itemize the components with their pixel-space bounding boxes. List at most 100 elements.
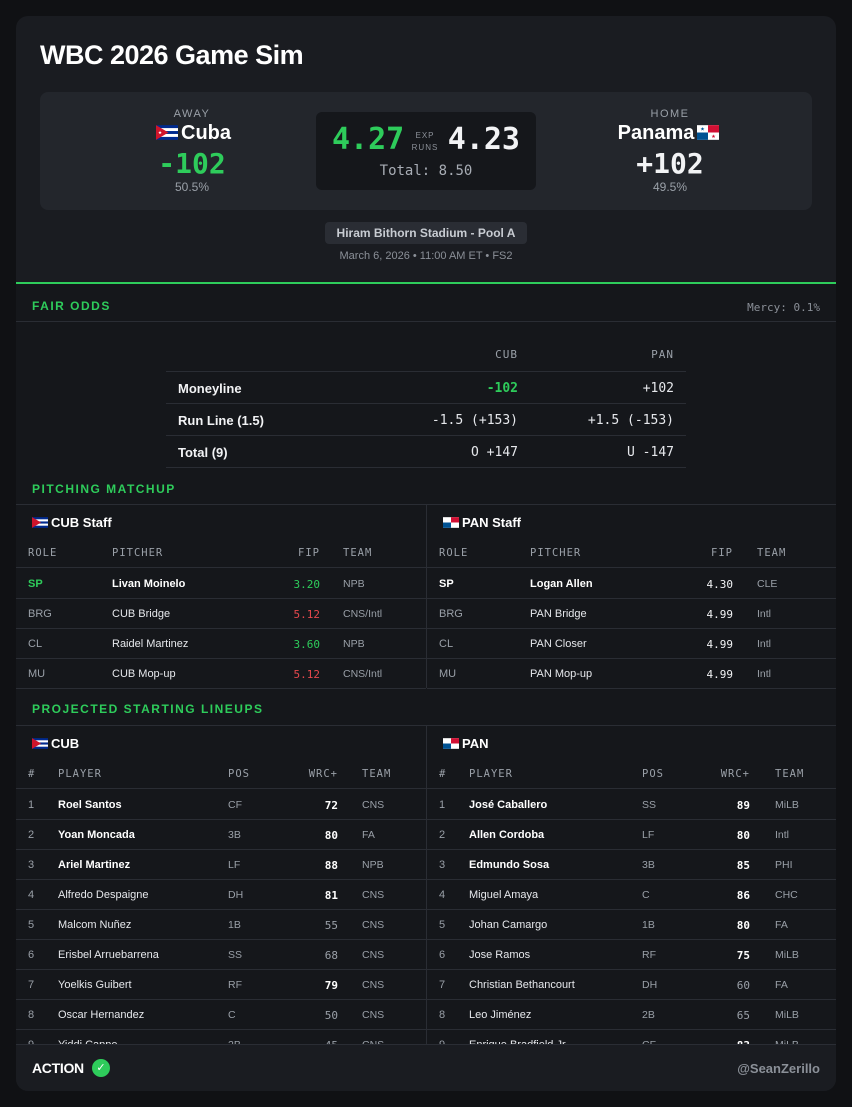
col-wrc: WRC+	[308, 768, 338, 780]
pan-staff-panel: PAN Staff ROLE PITCHER FIP TEAM SP Logan Alle…	[426, 505, 836, 689]
batting-order: 1	[439, 799, 446, 811]
lineup-row: 6 Erisbel Arruebarrena SS 68 CNS	[16, 940, 426, 970]
cuba-flag-icon	[32, 738, 48, 749]
player-pos: LF	[642, 829, 655, 841]
col-team: TEAM	[775, 768, 805, 780]
pitcher-role: CL	[439, 638, 454, 650]
home-side-label: HOME	[650, 108, 690, 120]
player-team: CNS	[362, 889, 385, 901]
pitcher-row: MU PAN Mop-up 4.99 Intl	[427, 659, 836, 689]
footer: ACTION ✓ @SeanZerillo	[16, 1044, 836, 1091]
pitching-header-row: ROLE PITCHER FIP TEAM	[16, 538, 426, 568]
pitcher-fip: 3.20	[293, 578, 321, 591]
pitcher-fip: 4.99	[706, 608, 734, 621]
lineup-row: 3 Edmundo Sosa 3B 85 PHI	[427, 850, 836, 880]
player-wrc: 55	[324, 919, 338, 932]
batting-order: 4	[439, 889, 446, 901]
player-wrc: 60	[736, 979, 750, 992]
batting-order: 2	[439, 829, 446, 841]
batting-order: 5	[439, 919, 446, 931]
player-name: Erisbel Arruebarrena	[58, 949, 159, 961]
fair-odds-row: Total (9) O +147 U -147	[166, 436, 686, 468]
col-wrc: WRC+	[720, 768, 750, 780]
pitcher-role: SP	[28, 578, 43, 590]
player-name: Leo Jiménez	[469, 1009, 532, 1021]
player-wrc: 88	[324, 859, 338, 872]
pitcher-fip: 4.99	[706, 638, 734, 651]
pitcher-row: MU CUB Mop-up 5.12 CNS/Intl	[16, 659, 426, 689]
panama-flag-icon	[443, 517, 459, 528]
panama-flag-icon	[443, 738, 459, 749]
pitcher-role: BRG	[28, 608, 52, 620]
player-wrc: 72	[324, 799, 338, 812]
away-side-label: AWAY	[173, 108, 211, 120]
player-wrc: 86	[736, 889, 750, 902]
cub-staff-label: CUB Staff	[51, 515, 112, 530]
pan-lineup-title: PAN	[443, 736, 488, 751]
col-role: ROLE	[28, 547, 58, 559]
player-name: Alfredo Despaigne	[58, 889, 149, 901]
col-team: TEAM	[343, 547, 373, 559]
player-name: Allen Cordoba	[469, 829, 545, 841]
away-name-text: Cuba	[181, 122, 231, 144]
lineup-row: 7 Christian Bethancourt DH 60 FA	[427, 970, 836, 1000]
player-team: CNS	[362, 949, 385, 961]
col-number: #	[28, 768, 36, 780]
col-number: #	[439, 768, 447, 780]
details-section: FAIR ODDS Mercy: 0.1% CUB PAN Moneyline …	[16, 284, 836, 1091]
col-fip: FIP	[711, 547, 733, 559]
player-team: CHC	[775, 889, 798, 901]
player-pos: SS	[642, 799, 657, 811]
lineup-row: 8 Oscar Hernandez C 50 CNS	[16, 1000, 426, 1030]
lineup-header-row: # PLAYER POS WRC+ TEAM	[16, 759, 426, 789]
player-wrc: 80	[736, 919, 750, 932]
player-pos: 1B	[642, 919, 655, 931]
lineup-row: 1 Roel Santos CF 72 CNS	[16, 790, 426, 820]
total-runs: Total: 8.50	[379, 163, 473, 179]
col-team: TEAM	[362, 768, 392, 780]
home-exp-runs: 4.23	[447, 122, 520, 157]
pan-staff-title: PAN Staff	[443, 515, 521, 530]
pan-lineup-label: PAN	[462, 736, 489, 751]
cub-value: -102	[486, 381, 518, 396]
player-team: MiLB	[775, 799, 799, 811]
cub-lineup-label: CUB	[51, 736, 80, 751]
away-team-name: Cuba	[72, 122, 312, 145]
pitcher-team: Intl	[757, 608, 772, 620]
player-pos: CF	[228, 799, 242, 811]
away-pct: 50.5%	[174, 180, 210, 194]
col-pitcher: PITCHER	[112, 547, 164, 559]
player-pos: LF	[228, 859, 241, 871]
lineup-row: 8 Leo Jiménez 2B 65 MiLB	[427, 1000, 836, 1030]
player-pos: 3B	[642, 859, 655, 871]
venue-badge: Hiram Bithorn Stadium - Pool A	[325, 222, 527, 244]
player-name: Yoelkis Guibert	[58, 979, 132, 991]
batting-order: 2	[28, 829, 35, 841]
home-team: HOME Panama +102 49.5%	[550, 108, 790, 194]
pitcher-role: CL	[28, 638, 43, 650]
pitcher-fip: 4.99	[706, 668, 734, 681]
col-cub: CUB	[495, 348, 518, 361]
cub-staff-title: CUB Staff	[32, 515, 112, 530]
player-team: FA	[362, 829, 375, 841]
col-fip: FIP	[298, 547, 320, 559]
player-team: MiLB	[775, 949, 799, 961]
away-team: AWAY Cuba -102 50.5%	[72, 108, 312, 194]
pitcher-name: CUB Bridge	[112, 608, 171, 620]
pitcher-name: Livan Moinelo	[112, 578, 186, 590]
player-pos: C	[642, 889, 650, 901]
player-pos: DH	[642, 979, 658, 991]
player-pos: 3B	[228, 829, 241, 841]
row-label: Total (9)	[178, 445, 228, 460]
pitcher-name: PAN Mop-up	[530, 668, 593, 680]
author-handle: @SeanZerillo	[737, 1061, 820, 1076]
player-name: Malcom Nuñez	[58, 919, 132, 931]
player-wrc: 80	[324, 829, 338, 842]
batting-order: 6	[439, 949, 446, 961]
player-name: Ariel Martinez	[58, 859, 131, 871]
player-name: Roel Santos	[58, 799, 122, 811]
pan-value: +102	[642, 381, 674, 396]
divider	[16, 321, 836, 322]
fair-odds-row: Moneyline -102 +102	[166, 372, 686, 404]
pitcher-team: CNS/Intl	[343, 608, 383, 620]
